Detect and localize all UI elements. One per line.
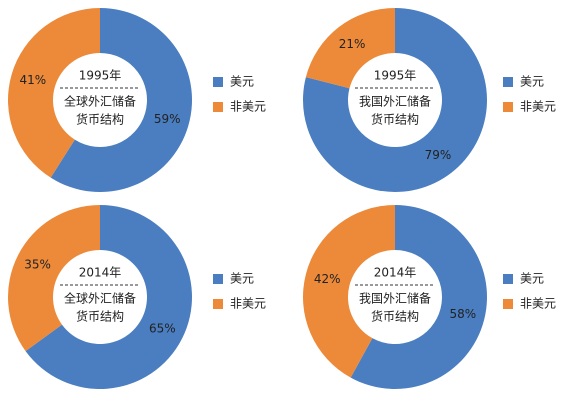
legend-label: 非美元 xyxy=(520,100,556,114)
center-title: 2014年 xyxy=(374,266,417,280)
donut-slice xyxy=(8,205,101,352)
donut-slice xyxy=(303,205,395,378)
legend-label: 美元 xyxy=(520,75,544,89)
center-label: 我国外汇储备 xyxy=(359,94,431,109)
legend-label: 美元 xyxy=(230,75,254,89)
value-label: 42% xyxy=(314,272,341,286)
value-label: 58% xyxy=(449,307,476,321)
donut-slice xyxy=(25,205,193,390)
value-label: 35% xyxy=(24,258,51,272)
donut-slice xyxy=(303,8,488,192)
value-label: 79% xyxy=(425,148,452,162)
legend-swatch xyxy=(213,102,223,112)
center-label: 货币结构 xyxy=(76,112,124,127)
center-label: 全球外汇储备 xyxy=(64,94,136,109)
value-label: 59% xyxy=(154,112,181,126)
center-label: 货币结构 xyxy=(371,112,419,127)
value-label: 21% xyxy=(339,37,366,51)
legend-label: 美元 xyxy=(520,272,544,286)
value-label: 41% xyxy=(19,73,46,87)
center-label: 全球外汇储备 xyxy=(64,291,136,306)
value-label: 65% xyxy=(149,321,176,335)
legend-swatch xyxy=(213,77,223,87)
legend-swatch xyxy=(503,274,513,284)
donut-slice xyxy=(350,205,488,389)
center-title: 1995年 xyxy=(79,69,122,83)
legend-swatch xyxy=(213,299,223,309)
legend-label: 非美元 xyxy=(230,100,266,114)
legend-swatch xyxy=(503,299,513,309)
legend-swatch xyxy=(503,102,513,112)
center-title: 2014年 xyxy=(79,266,122,280)
center-label: 货币结构 xyxy=(76,309,124,324)
donut-slice xyxy=(305,8,395,89)
donut-slice xyxy=(50,8,193,192)
legend-label: 美元 xyxy=(230,272,254,286)
center-label: 我国外汇储备 xyxy=(359,291,431,306)
legend-swatch xyxy=(213,274,223,284)
legend-label: 非美元 xyxy=(230,297,266,311)
legend-swatch xyxy=(503,77,513,87)
center-label: 货币结构 xyxy=(371,309,419,324)
center-title: 1995年 xyxy=(374,69,417,83)
donut-slice xyxy=(7,8,100,178)
legend-label: 非美元 xyxy=(520,297,556,311)
